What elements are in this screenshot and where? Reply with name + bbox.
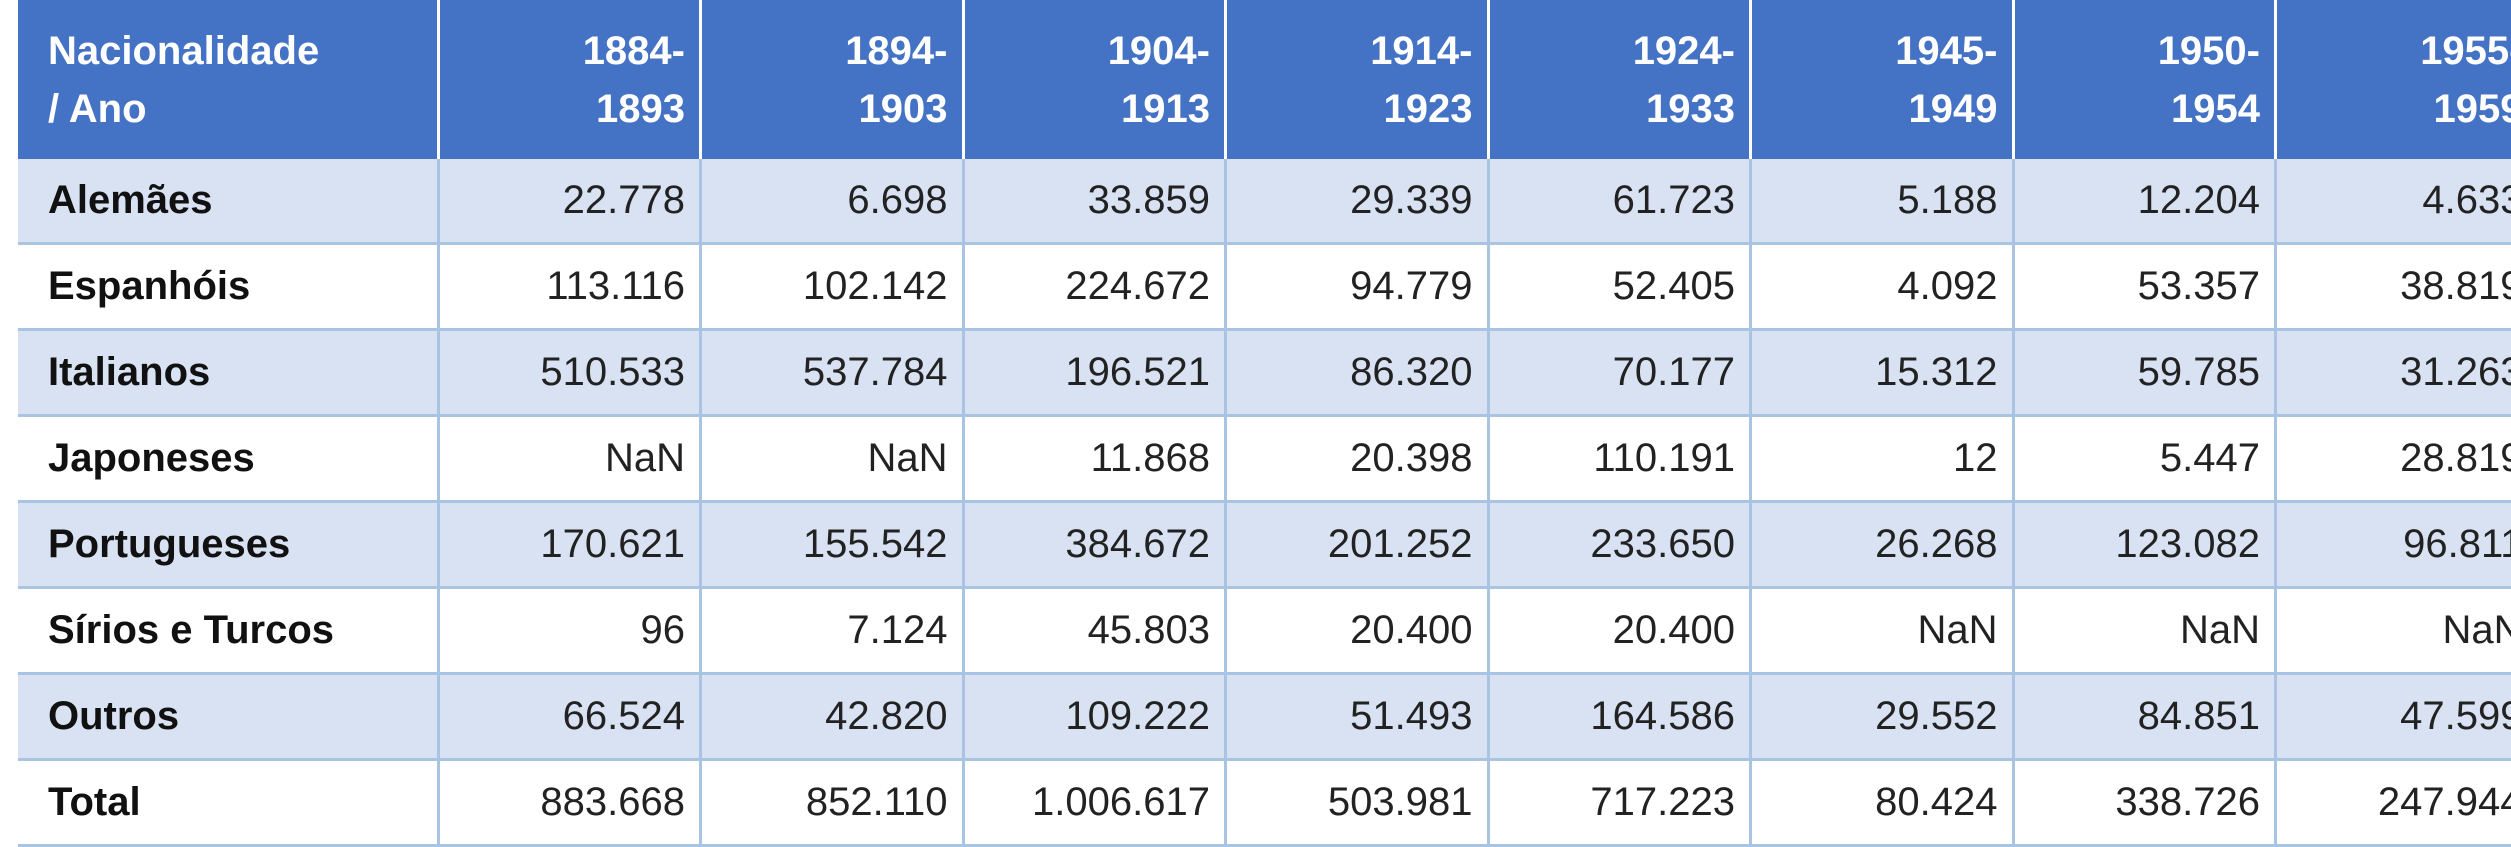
table-cell: 47.599	[2276, 674, 2511, 760]
table-cell: 123.082	[2013, 502, 2276, 588]
table-cell: 110.191	[1488, 416, 1751, 502]
table-cell: 247.944	[2276, 760, 2511, 846]
table-cell: 84.851	[2013, 674, 2276, 760]
table-cell: 96	[438, 588, 701, 674]
table-cell: 33.859	[963, 159, 1226, 244]
table-cell: 61.723	[1488, 159, 1751, 244]
column-header-nationality: Nacionalidade/ Ano	[18, 0, 438, 159]
table-cell: 5.188	[1751, 159, 2014, 244]
table-cell: 31.263	[2276, 330, 2511, 416]
table-cell: 384.672	[963, 502, 1226, 588]
table-cell: 96.811	[2276, 502, 2511, 588]
table-cell: 503.981	[1226, 760, 1489, 846]
table-cell: 26.268	[1751, 502, 2014, 588]
table-cell: 80.424	[1751, 760, 2014, 846]
table-cell: 52.405	[1488, 244, 1751, 330]
row-label: Alemães	[18, 159, 438, 244]
table-cell: 11.868	[963, 416, 1226, 502]
table-cell: NaN	[1751, 588, 2014, 674]
table-cell: 510.533	[438, 330, 701, 416]
table-cell: 155.542	[701, 502, 964, 588]
row-label: Total	[18, 760, 438, 846]
table-cell: 537.784	[701, 330, 964, 416]
table-cell: 20.400	[1488, 588, 1751, 674]
table-cell: 12	[1751, 416, 2014, 502]
table-cell: 170.621	[438, 502, 701, 588]
table-cell: 852.110	[701, 760, 964, 846]
table-cell: 4.092	[1751, 244, 2014, 330]
table-cell: NaN	[438, 416, 701, 502]
table-cell: 86.320	[1226, 330, 1489, 416]
table-cell: 94.779	[1226, 244, 1489, 330]
column-header-period: 1950-1954	[2013, 0, 2276, 159]
table-cell: 45.803	[963, 588, 1226, 674]
table-cell: 1.006.617	[963, 760, 1226, 846]
row-label: Italianos	[18, 330, 438, 416]
table-cell: 15.312	[1751, 330, 2014, 416]
table-cell: 59.785	[2013, 330, 2276, 416]
table-cell: 22.778	[438, 159, 701, 244]
row-label: Portugueses	[18, 502, 438, 588]
table-cell: 883.668	[438, 760, 701, 846]
table-cell: 6.698	[701, 159, 964, 244]
table-cell: 29.339	[1226, 159, 1489, 244]
table-cell: 29.552	[1751, 674, 2014, 760]
table-cell: NaN	[2276, 588, 2511, 674]
column-header-period: 1884-1893	[438, 0, 701, 159]
table-cell: 717.223	[1488, 760, 1751, 846]
column-header-period: 1914-1923	[1226, 0, 1489, 159]
row-label: Japoneses	[18, 416, 438, 502]
table-cell: 113.116	[438, 244, 701, 330]
table-cell: 7.124	[701, 588, 964, 674]
table-cell: 51.493	[1226, 674, 1489, 760]
table-cell: 20.400	[1226, 588, 1489, 674]
table-cell: 4.633	[2276, 159, 2511, 244]
table-cell: 5.447	[2013, 416, 2276, 502]
column-header-period: 1904-1913	[963, 0, 1226, 159]
table-cell: 102.142	[701, 244, 964, 330]
row-label: Outros	[18, 674, 438, 760]
table-cell: NaN	[701, 416, 964, 502]
column-header-period: 1955-1959	[2276, 0, 2511, 159]
table-cell: 196.521	[963, 330, 1226, 416]
table-cell: 66.524	[438, 674, 701, 760]
column-header-period: 1894-1903	[701, 0, 964, 159]
table-cell: 233.650	[1488, 502, 1751, 588]
table-cell: 164.586	[1488, 674, 1751, 760]
table-cell: 70.177	[1488, 330, 1751, 416]
row-label: Sírios e Turcos	[18, 588, 438, 674]
column-header-period: 1924-1933	[1488, 0, 1751, 159]
table-cell: 28.819	[2276, 416, 2511, 502]
table-cell: 224.672	[963, 244, 1226, 330]
table-cell: 20.398	[1226, 416, 1489, 502]
table-cell: 338.726	[2013, 760, 2276, 846]
table-cell: 38.819	[2276, 244, 2511, 330]
table-cell: 53.357	[2013, 244, 2276, 330]
table-cell: 109.222	[963, 674, 1226, 760]
table-cell: NaN	[2013, 588, 2276, 674]
table-cell: 12.204	[2013, 159, 2276, 244]
column-header-period: 1945-1949	[1751, 0, 2014, 159]
row-label: Espanhóis	[18, 244, 438, 330]
table-cell: 201.252	[1226, 502, 1489, 588]
table-cell: 42.820	[701, 674, 964, 760]
